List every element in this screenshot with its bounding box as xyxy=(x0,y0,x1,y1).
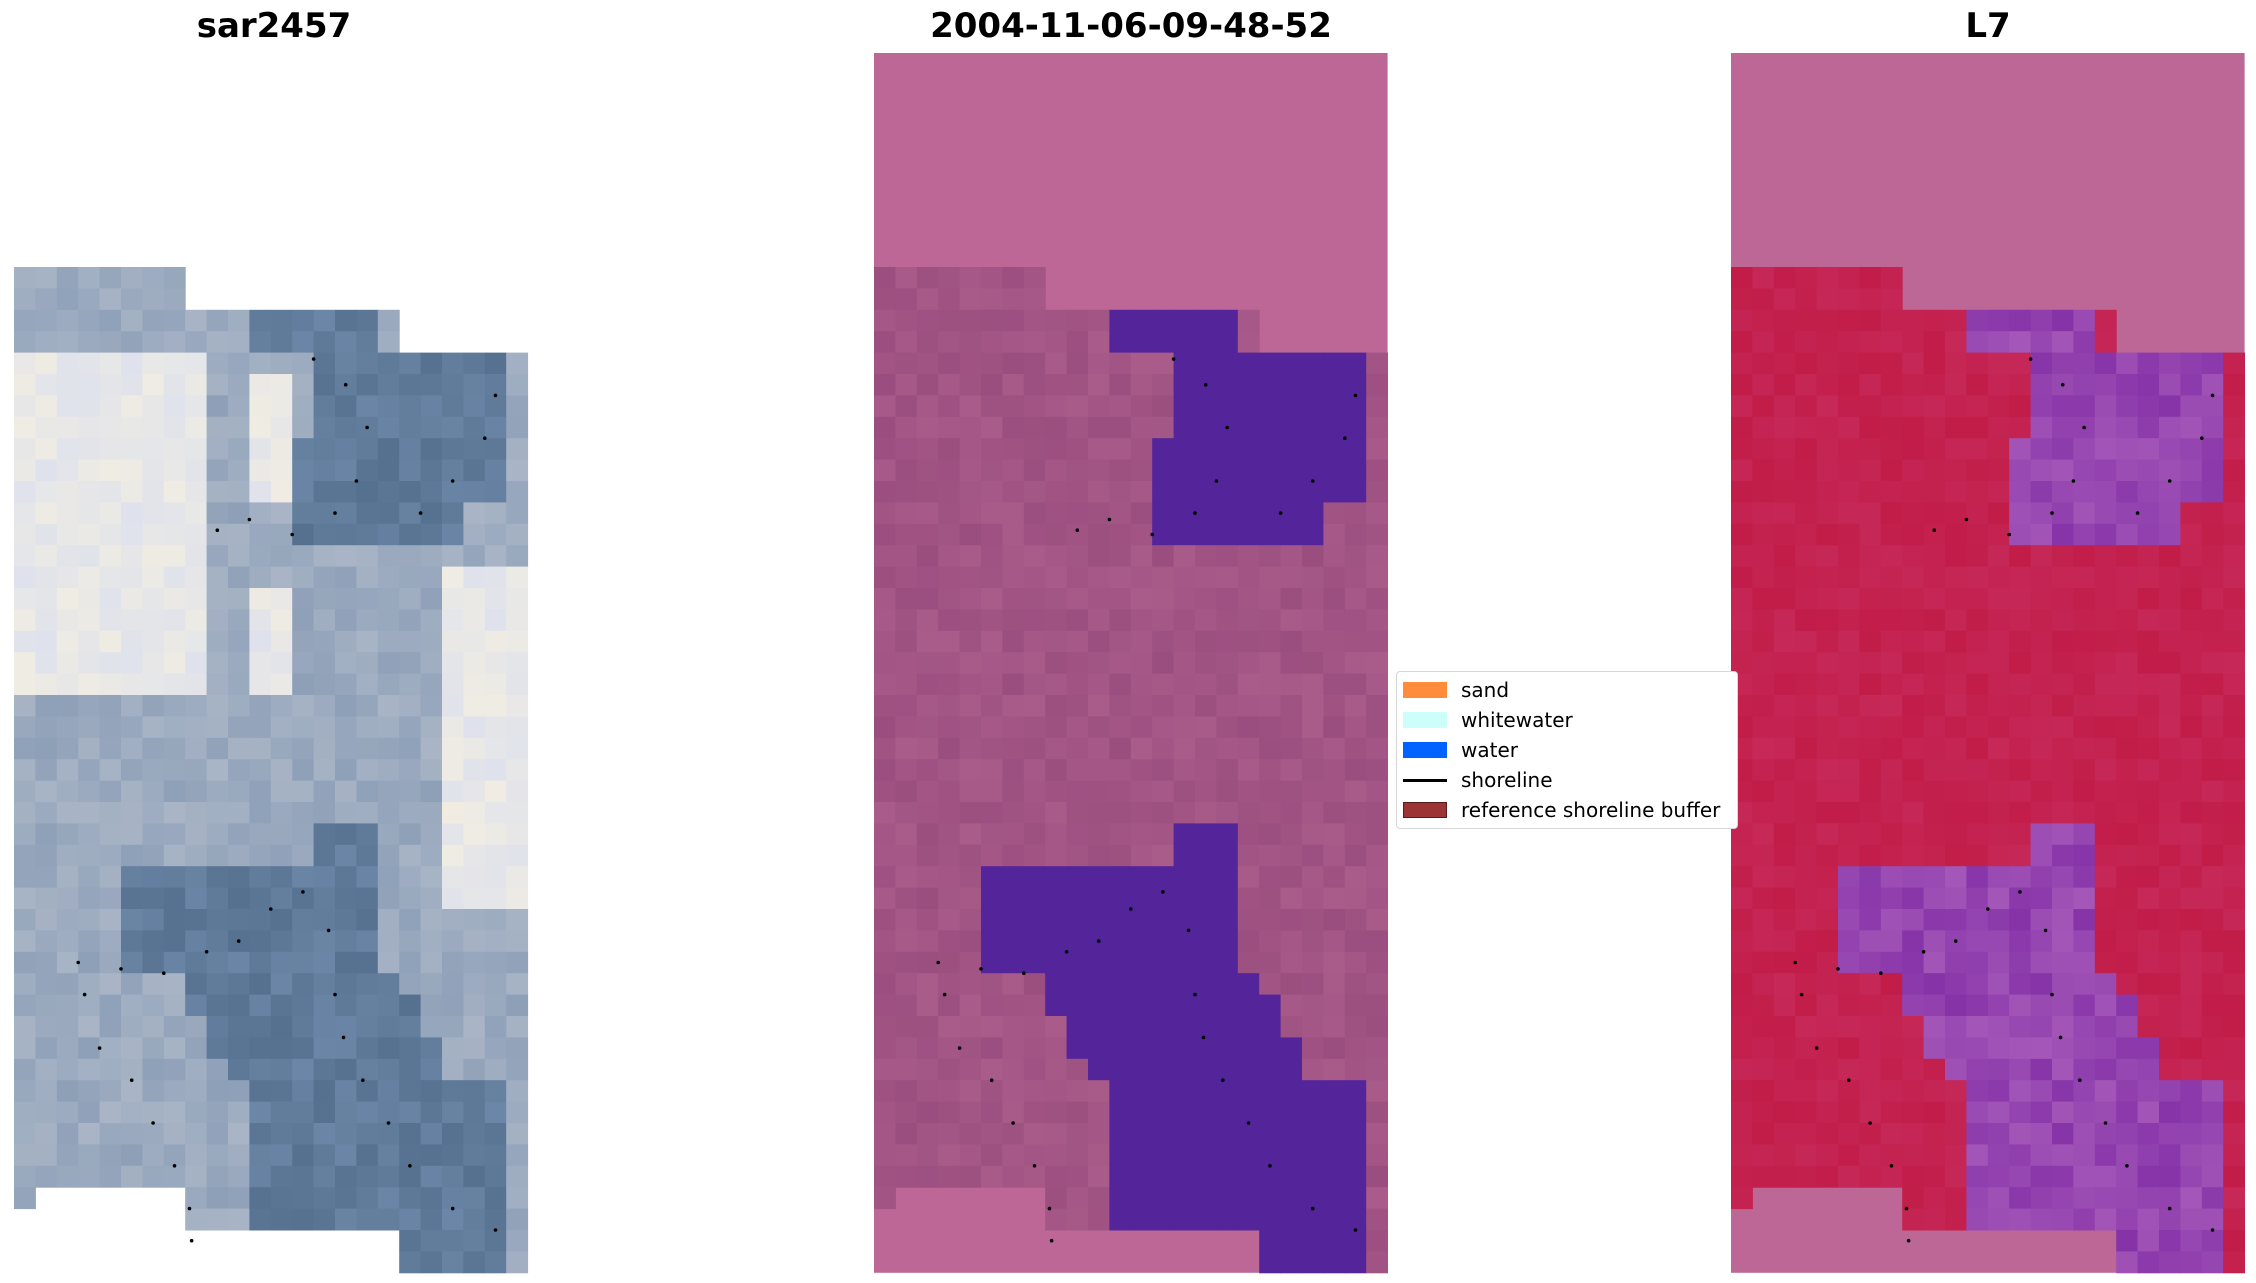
panel-title-date: 2004-11-06-09-48-52 xyxy=(930,6,1332,46)
rgb-satellite-image xyxy=(14,267,529,1274)
shoreline-line-swatch xyxy=(1403,778,1447,782)
legend-item-whitewater: whitewater xyxy=(1403,708,1573,732)
panel-title-rgb: sar2457 xyxy=(196,6,352,46)
legend-item-sand: sand xyxy=(1403,678,1509,702)
sand-swatch xyxy=(1403,682,1447,698)
panel-title-l7: L7 xyxy=(1965,6,2011,46)
classified-image xyxy=(874,53,1388,1274)
whitewater-swatch xyxy=(1403,712,1447,728)
water-index-image xyxy=(1731,53,2245,1274)
legend-item-water: water xyxy=(1403,738,1518,762)
legend: sand whitewater water shoreline referenc… xyxy=(1396,671,1738,829)
water-swatch xyxy=(1403,742,1447,758)
legend-item-shoreline: shoreline xyxy=(1403,768,1553,792)
legend-item-reference-buffer: reference shoreline buffer xyxy=(1403,798,1720,822)
reference-buffer-swatch xyxy=(1403,802,1447,818)
